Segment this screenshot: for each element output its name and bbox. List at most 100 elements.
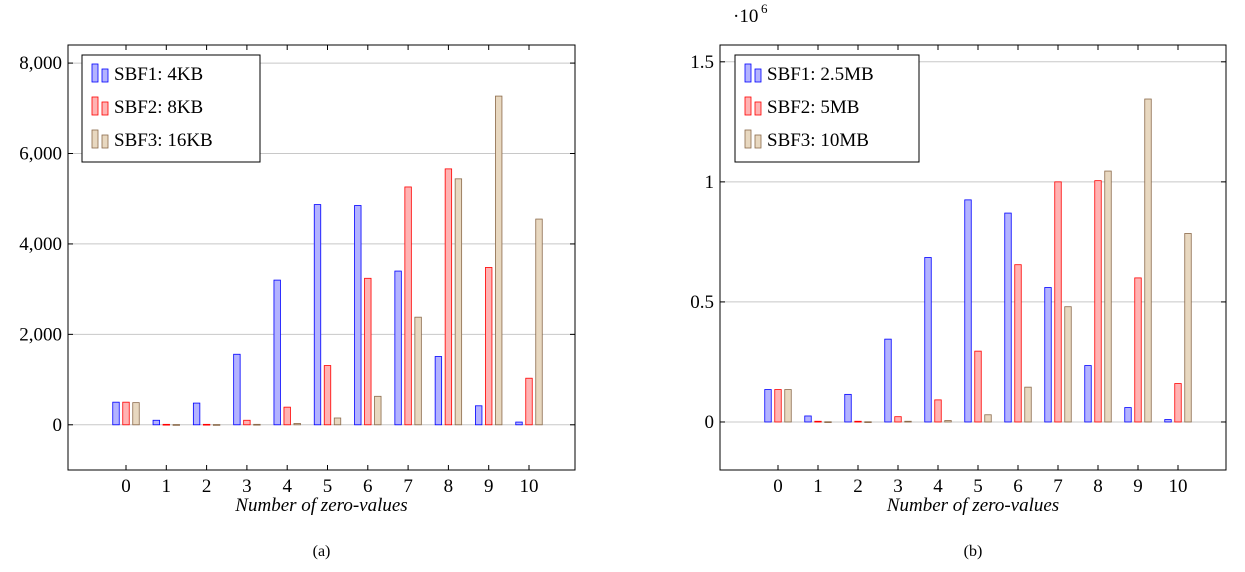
x-tick-label: 6 [363, 476, 373, 497]
bar-series-1-cat-10 [1164, 419, 1172, 423]
x-tick-label: 5 [973, 476, 983, 497]
bar-series-1-cat-3 [233, 353, 241, 426]
legend-swatch-small-2 [101, 101, 109, 116]
y-tick-label: 2,000 [19, 324, 62, 345]
x-tick-label: 7 [1053, 476, 1063, 497]
legend-label-3: SBF3: 16KB [114, 130, 213, 151]
bar-series-3-cat-8 [1104, 170, 1112, 423]
legend-swatch-1 [91, 63, 99, 83]
bar-series-2-cat-8 [444, 168, 453, 426]
bar-series-2-cat-3 [894, 416, 902, 423]
bar-series-2-cat-0 [122, 401, 130, 426]
x-tick-label: 2 [202, 476, 212, 497]
plot-frame [719, 44, 1227, 471]
bar-series-3-cat-0 [784, 389, 792, 423]
bar-series-3-cat-8 [454, 178, 463, 426]
bar-series-2-cat-7 [1054, 181, 1062, 423]
bar-series-2-cat-8 [1094, 180, 1102, 423]
bar-series-3-cat-9 [1144, 98, 1152, 423]
bar-series-1-cat-0 [112, 401, 120, 426]
bar-series-3-cat-2 [864, 421, 872, 423]
legend-label-2: SBF2: 8KB [114, 97, 203, 118]
legend-swatch-3 [91, 129, 99, 149]
x-tick-label: 8 [1093, 476, 1103, 497]
legend: SBF1: 4KB SBF2: 8KB SBF3: 16KB [81, 54, 261, 163]
x-tick-label: 4 [933, 476, 943, 497]
bar-series-1-cat-6 [354, 205, 362, 426]
legend-label-2: SBF2: 5MB [767, 97, 859, 118]
bar-series-2-cat-5 [974, 350, 982, 423]
bar-series-1-cat-8 [434, 356, 443, 426]
bar-series-3-cat-5 [984, 414, 992, 423]
bar-series-2-cat-2 [854, 420, 862, 423]
bar-series-1-cat-10 [515, 421, 523, 426]
bar-series-1-cat-4 [924, 257, 932, 423]
legend: SBF1: 2.5MB SBF2: 5MB SBF3: 10MB [734, 54, 920, 163]
bar-series-3-cat-4 [944, 420, 952, 423]
bar-series-3-cat-3 [253, 423, 261, 426]
bar-series-1-cat-2 [192, 402, 201, 426]
x-tick-label: 0 [121, 476, 131, 497]
legend-label-3: SBF3: 10MB [767, 130, 869, 151]
chart-b: 0 0.5 1 1.5 0 1 2 3 4 5 6 7 8 9 10 Number of zero-value… [690, 1, 1227, 560]
bar-series-1-cat-4 [273, 279, 281, 426]
bar-series-2-cat-2 [202, 423, 211, 426]
legend-swatch-small-1 [754, 68, 762, 83]
bar-series-3-cat-2 [212, 424, 221, 426]
legend-swatch-small-3 [101, 134, 109, 149]
bar-series-2-cat-9 [485, 267, 493, 426]
x-tick-label: 7 [403, 476, 413, 497]
y-tick-label: 8,000 [19, 53, 62, 74]
bar-series-3-cat-6 [374, 395, 382, 426]
bar-series-2-cat-1 [162, 423, 170, 426]
legend-swatch-small-2 [754, 101, 762, 116]
bar-series-2-cat-6 [1014, 264, 1022, 423]
legend-swatch-small-3 [754, 134, 762, 149]
bar-series-3-cat-3 [904, 420, 912, 423]
x-tick-label: 6 [1013, 476, 1023, 497]
plot-frame [67, 44, 576, 471]
y-tick-label: 4,000 [19, 234, 62, 255]
legend-swatch-2 [91, 96, 99, 116]
x-tick-label: 4 [282, 476, 292, 497]
legend-label-1: SBF1: 2.5MB [767, 64, 874, 85]
x-tick-label: 1 [162, 476, 172, 497]
bar-series-2-cat-0 [774, 389, 782, 423]
x-tick-label: 9 [1133, 476, 1143, 497]
bar-series-2-cat-1 [814, 420, 822, 423]
bar-series-3-cat-7 [414, 316, 422, 426]
bar-series-1-cat-7 [394, 270, 402, 426]
legend-swatch-3 [744, 129, 752, 149]
bar-series-2-cat-9 [1134, 277, 1142, 423]
y-tick-label: 6,000 [19, 144, 62, 165]
legend-box [81, 54, 261, 163]
bar-series-1-cat-1 [152, 419, 160, 426]
bar-series-1-cat-9 [475, 405, 483, 426]
bar-series-1-cat-2 [844, 393, 852, 423]
bar-series-1-cat-6 [1004, 212, 1012, 423]
bar-series-2-cat-4 [283, 406, 291, 426]
x-tick-label: 8 [444, 476, 454, 497]
chart-caption: (a) [313, 543, 331, 560]
x-tick-label: 5 [323, 476, 333, 497]
x-tick-label: 10 [520, 476, 539, 497]
bar-series-1-cat-5 [313, 204, 322, 426]
chart-caption: (b) [964, 543, 983, 560]
legend-swatch-2 [744, 96, 752, 116]
bar-series-2-cat-7 [404, 186, 412, 426]
bar-series-2-cat-10 [1174, 383, 1182, 423]
bar-series-1-cat-1 [804, 415, 812, 423]
x-tick-label: 9 [484, 476, 494, 497]
legend-box [734, 54, 920, 163]
bar-series-3-cat-4 [293, 423, 301, 426]
bar-series-2-cat-6 [364, 277, 372, 426]
bar-series-2-cat-10 [525, 377, 533, 426]
y-tick-label: 1 [705, 172, 715, 193]
bar-series-2-cat-5 [323, 365, 332, 426]
x-axis-label: Number of zero-values [234, 495, 407, 516]
bar-series-3-cat-7 [1064, 306, 1072, 423]
bar-series-3-cat-10 [535, 218, 543, 426]
x-tick-label: 1 [813, 476, 823, 497]
x-axis-label: Number of zero-values [886, 495, 1059, 516]
